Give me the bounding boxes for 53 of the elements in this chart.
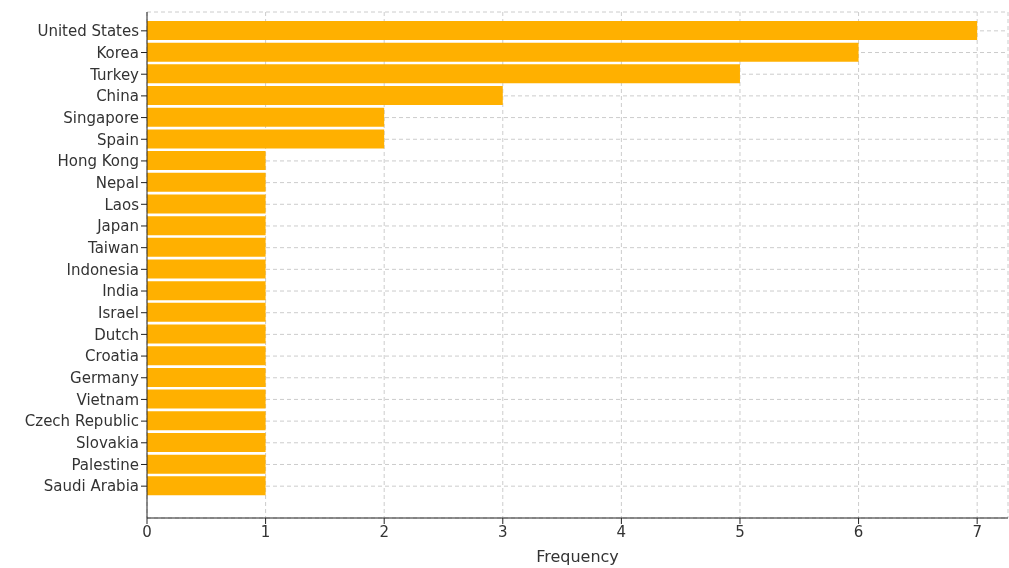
- x-tick-label: 1: [260, 522, 271, 541]
- bar: [147, 302, 266, 322]
- x-axis-title: Frequency: [536, 547, 619, 566]
- bar: [147, 86, 503, 106]
- y-tick-label: Korea: [96, 43, 139, 62]
- x-tick-label: 6: [853, 522, 864, 541]
- bar: [147, 411, 266, 431]
- y-tick-label: Nepal: [95, 173, 139, 192]
- y-tick-label: Singapore: [63, 108, 139, 127]
- y-tick-label: Palestine: [71, 455, 139, 474]
- x-tick-label: 2: [379, 522, 389, 541]
- bar: [147, 64, 740, 84]
- y-tick-label: China: [96, 87, 139, 106]
- y-tick-label: Hong Kong: [57, 152, 139, 171]
- bar: [147, 129, 385, 149]
- bar: [147, 389, 266, 409]
- bar: [147, 281, 266, 301]
- y-tick-label: Japan: [96, 217, 139, 236]
- bar: [147, 259, 266, 279]
- x-tick-label: 0: [142, 522, 152, 541]
- bar: [147, 151, 266, 171]
- bar: [147, 172, 266, 192]
- y-tick-label: Slovakia: [76, 434, 139, 453]
- y-tick-label: Turkey: [89, 65, 140, 84]
- bar: [147, 324, 266, 344]
- x-tick-label: 4: [616, 522, 627, 541]
- bar: [147, 476, 266, 496]
- y-tick-label: United States: [37, 22, 140, 41]
- y-tick-label: Israel: [98, 304, 139, 323]
- bar: [147, 216, 266, 236]
- x-tick-label: 5: [735, 522, 745, 541]
- bar: [147, 432, 266, 452]
- bar: [147, 454, 266, 474]
- y-tick-label: Croatia: [85, 347, 139, 366]
- bar: [147, 107, 385, 127]
- y-tick-label: Dutch: [94, 325, 139, 344]
- y-tick-label: Czech Republic: [24, 412, 139, 431]
- y-tick-label: Saudi Arabia: [43, 477, 139, 496]
- x-tick-label: 3: [498, 522, 508, 541]
- y-tick-label: Vietnam: [76, 390, 139, 409]
- bar: [147, 237, 266, 257]
- bar: [147, 367, 266, 387]
- bar: [147, 42, 859, 62]
- bar: [147, 21, 978, 40]
- y-tick-label: Germany: [70, 369, 140, 388]
- y-tick-label: Laos: [104, 195, 140, 214]
- y-tick-label: India: [102, 282, 139, 301]
- bar: [147, 346, 266, 366]
- y-tick-label: Indonesia: [66, 260, 139, 279]
- bar: [147, 194, 266, 214]
- y-tick-label: Spain: [97, 130, 139, 149]
- x-tick-label: 7: [972, 522, 982, 541]
- y-tick-label: Taiwan: [86, 238, 139, 257]
